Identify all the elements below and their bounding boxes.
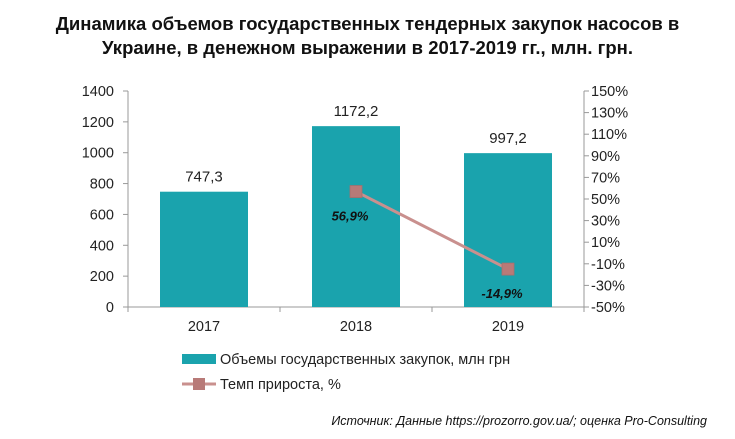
y2-tick-label: -50%	[591, 300, 625, 316]
bar	[312, 126, 400, 307]
y2-tick-label: 50%	[591, 192, 620, 208]
y-tick-label: 1000	[82, 146, 114, 162]
y-tick-label: 800	[90, 177, 114, 193]
bar-value-label: 747,3	[185, 169, 223, 186]
growth-value-label: 56,9%	[332, 209, 369, 224]
bar	[464, 153, 552, 307]
legend-label-bars: Объемы государственных закупок, млн грн	[220, 352, 510, 368]
y-tick-label: 200	[90, 269, 114, 285]
x-tick-label: 2017	[188, 319, 220, 335]
y2-tick-label: -10%	[591, 257, 625, 273]
y-tick-label: 400	[90, 238, 114, 254]
x-tick-label: 2018	[340, 319, 372, 335]
growth-marker	[349, 185, 363, 198]
y2-tick-label: 70%	[591, 170, 620, 186]
y2-tick-label: 130%	[591, 106, 628, 122]
y2-tick-label: 30%	[591, 214, 620, 230]
source-note: Источник: Данные https://prozorro.gov.ua…	[331, 414, 707, 428]
y-tick-label: 1200	[82, 115, 114, 131]
growth-value-label: -14,9%	[481, 286, 523, 301]
y2-tick-label: 110%	[591, 127, 627, 143]
chart-title-line-2: Украине, в денежном выражении в 2017-201…	[102, 37, 633, 58]
y2-tick-label: -30%	[591, 278, 625, 294]
y2-tick-label: 10%	[591, 235, 620, 251]
growth-marker	[501, 262, 515, 276]
y-tick-label: 0	[106, 300, 114, 316]
bar	[160, 191, 248, 307]
y-tick-label: 600	[90, 207, 114, 223]
legend-label-line: Темп прироста, %	[220, 377, 341, 393]
bar-value-label: 997,2	[489, 130, 527, 147]
x-tick-label: 2019	[492, 319, 524, 335]
y2-tick-label: 90%	[591, 149, 620, 165]
legend-swatch-marker	[193, 378, 205, 390]
chart-title-line-1: Динамика объемов государственных тендерн…	[55, 13, 680, 34]
growth-line	[355, 190, 509, 271]
legend-swatch-bars	[182, 354, 216, 364]
chart-title: Динамика объемов государственных тендерн…	[0, 12, 735, 60]
y2-tick-label: 150%	[591, 84, 628, 100]
y-tick-label: 1400	[82, 84, 114, 100]
bar-value-label: 1172,2	[334, 103, 379, 120]
